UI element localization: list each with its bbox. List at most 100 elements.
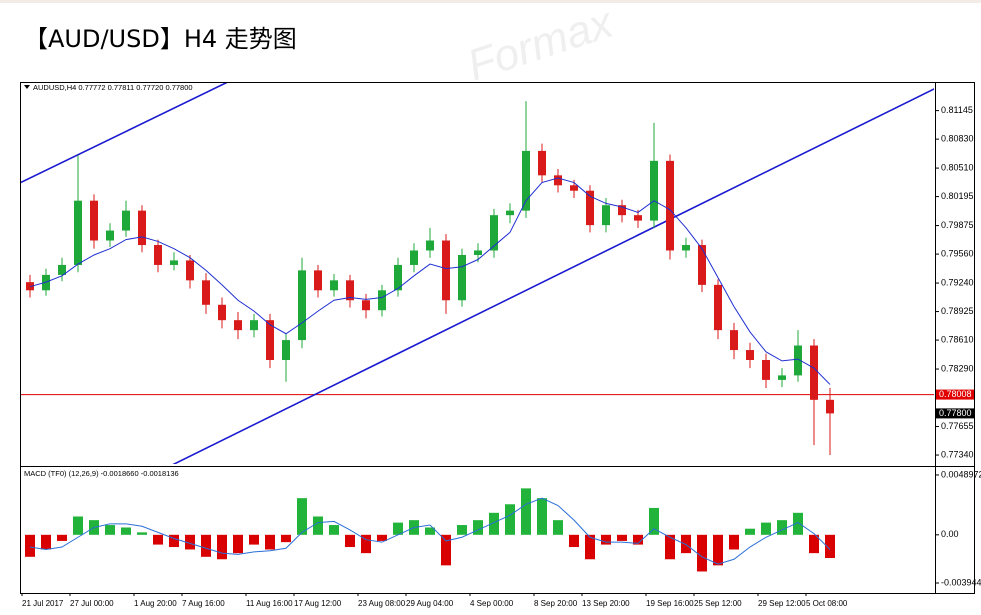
y-tick-label: 0.78925: [941, 306, 974, 316]
macd-bar: [201, 534, 211, 557]
candle-body: [250, 320, 258, 331]
price-label: 0.77800: [939, 408, 972, 418]
y-tick-label: 0.00: [941, 529, 959, 539]
macd-bar: [697, 534, 707, 572]
candle-body: [90, 200, 98, 241]
y-tick-label: 0.79875: [941, 220, 974, 230]
trendline: [21, 83, 228, 184]
candle-body: [538, 150, 546, 176]
candle-body: [618, 205, 626, 216]
candle-body: [74, 200, 82, 265]
candle-body: [122, 210, 130, 231]
candle-body: [746, 350, 754, 360]
y-tick-label: 0.79240: [941, 277, 974, 287]
x-tick-label: 7 Aug 16:00: [182, 599, 225, 608]
y-tick-label: 0.79560: [941, 248, 974, 258]
price-legend: AUDUSD,H4 0.77772 0.77811 0.77720 0.7780…: [33, 83, 193, 92]
candle-body: [346, 280, 354, 301]
candle-body: [410, 250, 418, 265]
x-tick-label: 17 Aug 12:00: [294, 599, 342, 608]
x-tick-label: 13 Sep 20:00: [582, 599, 630, 608]
macd-bar: [457, 525, 467, 535]
macd-bar: [329, 525, 339, 535]
plot-area: [21, 83, 934, 464]
x-tick-label: 8 Sep 20:00: [534, 599, 578, 608]
macd-bar: [41, 534, 51, 550]
macd-bar: [153, 534, 163, 545]
macd-bar: [313, 516, 323, 535]
macd-bar: [297, 498, 307, 535]
signal-line: [29, 497, 831, 565]
macd-bar: [601, 534, 611, 545]
macd-bar: [713, 534, 723, 566]
price-tag: [936, 408, 974, 419]
x-tick-label: 19 Sep 16:00: [646, 599, 694, 608]
macd-bar: [185, 534, 195, 550]
macd-bar: [441, 534, 451, 566]
y-tick-label: 0.78290: [941, 363, 974, 373]
x-tick-label: 21 Jul 2017: [22, 599, 64, 608]
x-tick-label: 23 Aug 08:00: [358, 599, 406, 608]
macd-bar: [393, 522, 403, 535]
x-tick-label: 1 Aug 20:00: [134, 599, 177, 608]
macd-bar: [265, 534, 275, 550]
macd-bar: [649, 507, 659, 535]
outer-frame: [20, 82, 975, 594]
candle-body: [586, 190, 594, 226]
macd-bar: [665, 534, 675, 560]
macd-bar: [25, 534, 35, 557]
candle-body: [218, 304, 226, 321]
x-tick-label: 27 Jul 00:00: [70, 599, 114, 608]
macd-bar: [617, 534, 627, 541]
candle-body: [650, 160, 658, 221]
x-tick-label: 29 Sep 12:00: [758, 599, 806, 608]
macd-bar: [505, 504, 515, 535]
candle-body: [506, 210, 514, 216]
candle-body: [602, 205, 610, 226]
candle-body: [170, 260, 178, 265]
candle-body: [778, 375, 786, 380]
macd-bar: [217, 534, 227, 560]
macd-bar: [777, 520, 787, 535]
chart-title: 【AUD/USD】H4 走势图: [24, 25, 297, 53]
macd-bar: [57, 534, 67, 541]
candle-body: [106, 230, 114, 241]
macd-bar: [473, 520, 483, 535]
candle-body: [442, 240, 450, 301]
macd-bar: [729, 534, 739, 550]
y-tick-label: 0.78610: [941, 334, 974, 344]
macd-bar: [569, 534, 579, 548]
candle-body: [570, 185, 578, 191]
macd-bar: [745, 528, 755, 535]
macd-bar: [809, 534, 819, 554]
macd-bar: [489, 512, 499, 535]
level-tag: [936, 389, 974, 400]
candle-body: [714, 284, 722, 331]
y-tick-label: 0.0048972: [941, 469, 981, 479]
macd-legend: MACD (TF0) (12,26,9) -0.0018660 -0.00181…: [24, 469, 179, 478]
moving-average: [29, 177, 831, 385]
macd-bar: [585, 534, 595, 560]
menu-arrow: [24, 85, 30, 89]
macd-bar: [233, 534, 243, 554]
candle-body: [490, 215, 498, 251]
candle-body: [186, 260, 194, 281]
macd-bar: [425, 527, 435, 535]
macd-bar: [681, 534, 691, 554]
candle-body: [730, 330, 738, 351]
macd-bar: [633, 534, 643, 545]
macd-bar: [105, 525, 115, 535]
candle-body: [138, 210, 146, 246]
macd-bar: [169, 534, 179, 548]
macd-bar: [761, 522, 771, 535]
macd-bar: [361, 534, 371, 554]
candle-body: [634, 215, 642, 221]
macd-bar: [537, 498, 547, 535]
candle-body: [522, 150, 530, 211]
candle-body: [234, 320, 242, 331]
macd-bar: [73, 516, 83, 535]
candle-body: [362, 300, 370, 311]
macd-bar: [793, 512, 803, 535]
top-strip: [0, 0, 981, 3]
